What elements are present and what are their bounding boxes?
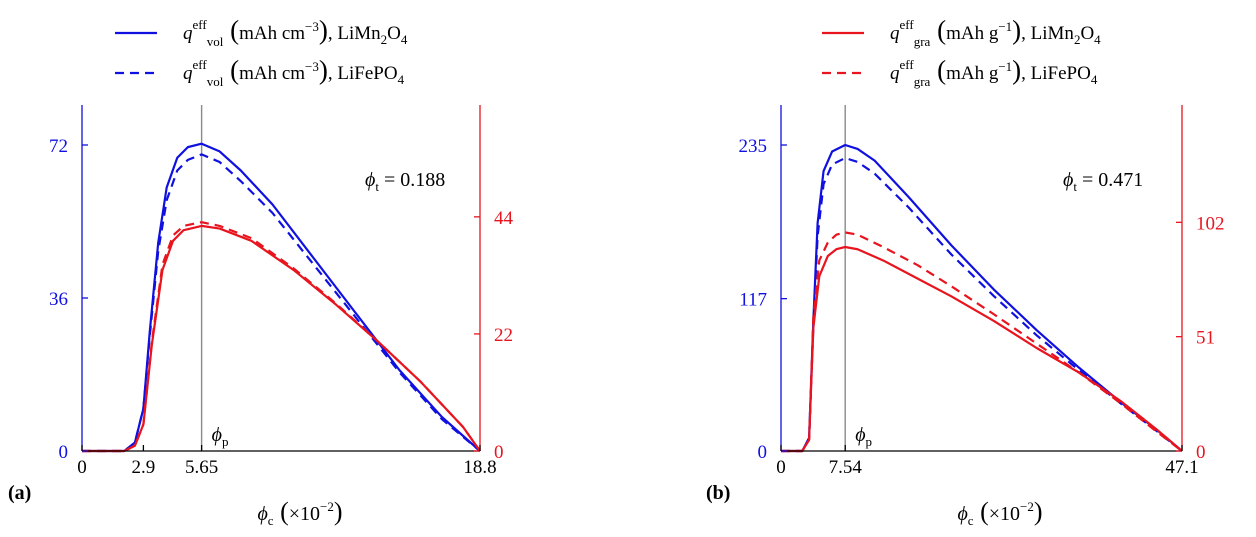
chart-panel-a: 0 36 72 0 22 44 0 2.9 5.65 18.8 ϕp ϕt = 0.188 (a) ϕc … [8, 15, 514, 528]
series-line-red-dashed [781, 231, 1183, 453]
right-y-tick-label: 0 [494, 442, 504, 463]
left-y-tick-label: 235 [739, 136, 768, 157]
x-axis-label: ϕc (×10−2) [957, 497, 1042, 528]
left-y-tick-label: 0 [59, 442, 69, 463]
left-y-tick-label: 36 [49, 289, 68, 310]
series-line-blue-dashed [82, 153, 481, 453]
panel-label: (b) [706, 482, 730, 504]
legend-entry: qeffgra (mAh g−1), LiMn2O4 [890, 15, 1101, 49]
x-axis-label: ϕc (×10−2) [257, 497, 342, 528]
legend-entry: qeffvol (mAh cm−3), LiFePO4 [183, 55, 405, 89]
x-tick-label: 0 [776, 457, 786, 478]
x-tick-label: 2.9 [132, 457, 156, 478]
x-tick-label: 5.65 [185, 457, 218, 478]
panel-label: (a) [8, 482, 31, 504]
right-y-tick-label: 22 [494, 325, 513, 346]
x-tick-label: 18.8 [463, 457, 496, 478]
right-y-tick-label: 0 [1196, 442, 1206, 463]
series-line-red-solid [82, 224, 481, 453]
series-line-blue-solid [82, 142, 481, 453]
x-tick-label: 47.1 [1165, 457, 1198, 478]
right-y-tick-label: 51 [1196, 328, 1215, 349]
left-y-tick-label: 72 [49, 136, 68, 157]
threshold-annotation: ϕt = 0.471 [1063, 169, 1143, 194]
series-line-blue-dashed [781, 156, 1183, 453]
threshold-annotation: ϕt = 0.188 [365, 169, 445, 194]
peak-label: ϕp [855, 424, 872, 449]
peak-label: ϕp [212, 424, 229, 449]
series-line-red-dashed [82, 221, 481, 453]
x-tick-label: 0 [77, 457, 87, 478]
right-y-tick-label: 102 [1196, 213, 1225, 234]
legend-entry: qeffvol (mAh cm−3), LiMn2O4 [183, 15, 408, 49]
left-y-tick-label: 0 [758, 442, 768, 463]
legend-entry: qeffgra (mAh g−1), LiFePO4 [890, 55, 1098, 89]
left-y-tick-label: 117 [739, 290, 767, 311]
right-y-tick-label: 44 [494, 208, 514, 229]
x-tick-label: 7.54 [829, 457, 863, 478]
chart-panel-b: 0 117 235 0 51 102 0 7.54 47.1 ϕp ϕt = 0.471 (b) ϕc … [706, 15, 1225, 528]
